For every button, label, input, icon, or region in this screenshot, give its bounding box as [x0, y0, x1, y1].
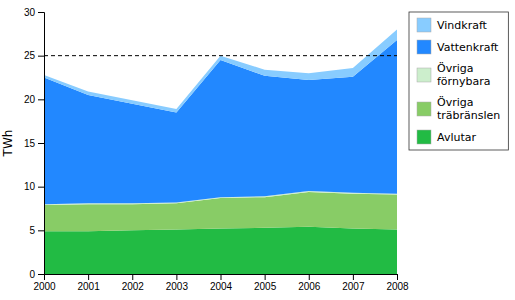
legend-label-line: Övriga — [437, 96, 473, 109]
x-tick-label: 2005 — [254, 281, 277, 292]
x-tick-label: 2006 — [298, 281, 321, 292]
x-tick-mark — [176, 274, 177, 280]
area — [44, 29, 397, 112]
legend-item: Vattenkraft — [417, 40, 499, 54]
y-tick-label: 15 — [24, 138, 36, 149]
y-tick-mark — [38, 12, 44, 13]
x-tick-mark — [265, 274, 266, 280]
x-tick: 2004 — [210, 274, 233, 292]
x-tick-label: 2001 — [78, 281, 101, 292]
legend-label: Vattenkraft — [437, 41, 499, 54]
x-tick: 2005 — [254, 274, 277, 292]
y-tick: 0 — [29, 269, 44, 280]
x-tick-label: 2002 — [122, 281, 145, 292]
legend-swatch — [417, 18, 431, 32]
legend-label-line: Vindkraft — [437, 19, 488, 32]
x-axis-line — [45, 275, 398, 281]
chart-container: 2000 2001 2002 2003 2004 2005 2006 2007 2008 0 5 10… — [0, 0, 515, 300]
y-tick-label: 10 — [24, 181, 36, 192]
y-axis: 0 5 10 15 20 25 30 — [24, 7, 45, 280]
x-axis: 2000 2001 2002 2003 2004 2005 2006 2007 2008 — [33, 274, 409, 292]
legend: VindkraftVattenkraftÖvrigaförnybaraÖvrig… — [409, 12, 508, 150]
legend-frame — [409, 12, 508, 150]
y-tick-mark — [38, 274, 44, 275]
x-tick-label: 2004 — [210, 281, 233, 292]
legend-item: Övrigaträbränslen — [417, 96, 500, 122]
legend-label: Övrigaträbränslen — [437, 96, 500, 122]
legend-label: Övrigaförnybara — [437, 62, 490, 88]
area — [44, 227, 397, 274]
y-tick: 15 — [24, 138, 44, 149]
x-tick-mark — [221, 274, 222, 280]
y-tick-label: 25 — [24, 50, 36, 61]
x-tick-mark — [309, 274, 310, 280]
chart-svg: 2000 2001 2002 2003 2004 2005 2006 2007 2008 0 5 10… — [0, 0, 515, 300]
x-tick: 2002 — [122, 274, 145, 292]
y-tick: 25 — [24, 50, 44, 61]
legend-item: Vindkraft — [417, 18, 488, 32]
x-tick-mark — [88, 274, 89, 280]
x-tick-label: 2008 — [386, 281, 409, 292]
legend-label-line: Vattenkraft — [437, 41, 499, 54]
y-tick: 20 — [24, 94, 44, 105]
legend-items: VindkraftVattenkraftÖvrigaförnybaraÖvrig… — [417, 18, 500, 144]
y-axis-line — [38, 13, 45, 275]
legend-label: Vindkraft — [437, 19, 488, 32]
plot: 2000 2001 2002 2003 2004 2005 2006 2007 2008 0 5 10… — [24, 7, 409, 292]
x-tick-mark — [353, 274, 354, 280]
y-tick-mark — [38, 143, 44, 144]
x-tick-mark — [132, 274, 133, 280]
y-tick-label: 30 — [24, 7, 36, 18]
x-tick-label: 2003 — [166, 281, 189, 292]
x-tick-label: 2007 — [342, 281, 365, 292]
y-tick-mark — [38, 230, 44, 231]
x-tick: 2007 — [342, 274, 365, 292]
x-tick: 2006 — [298, 274, 321, 292]
legend-swatch — [417, 68, 431, 82]
area — [44, 40, 397, 204]
y-tick-mark — [38, 99, 44, 100]
legend-label-line: förnybara — [437, 75, 490, 88]
x-tick-label: 2000 — [33, 281, 56, 292]
legend-label-line: Övriga — [437, 62, 473, 75]
y-tick-label: 5 — [29, 225, 35, 236]
legend-swatch — [417, 102, 431, 116]
y-tick: 30 — [24, 7, 44, 18]
legend-swatch — [417, 130, 431, 144]
y-tick-mark — [38, 187, 44, 188]
x-tick: 2000 — [33, 274, 56, 292]
y-tick: 5 — [29, 225, 44, 236]
marks — [44, 29, 397, 274]
reference-line — [44, 55, 397, 56]
y-tick-label: 20 — [24, 94, 36, 105]
x-tick: 2008 — [386, 274, 409, 292]
x-tick-mark — [397, 274, 398, 280]
y-axis-title: TWh — [1, 130, 15, 158]
legend-item: Övrigaförnybara — [417, 62, 490, 88]
y-tick-mark — [38, 56, 44, 57]
x-tick: 2003 — [166, 274, 189, 292]
x-tick: 2001 — [78, 274, 101, 292]
legend-item: Avlutar — [417, 130, 476, 144]
legend-swatch — [417, 40, 431, 54]
y-tick: 10 — [24, 181, 44, 192]
legend-label-line: Avlutar — [437, 131, 476, 144]
y-tick-label: 0 — [29, 269, 35, 280]
legend-label-line: träbränslen — [437, 109, 500, 122]
legend-label: Avlutar — [437, 131, 476, 144]
